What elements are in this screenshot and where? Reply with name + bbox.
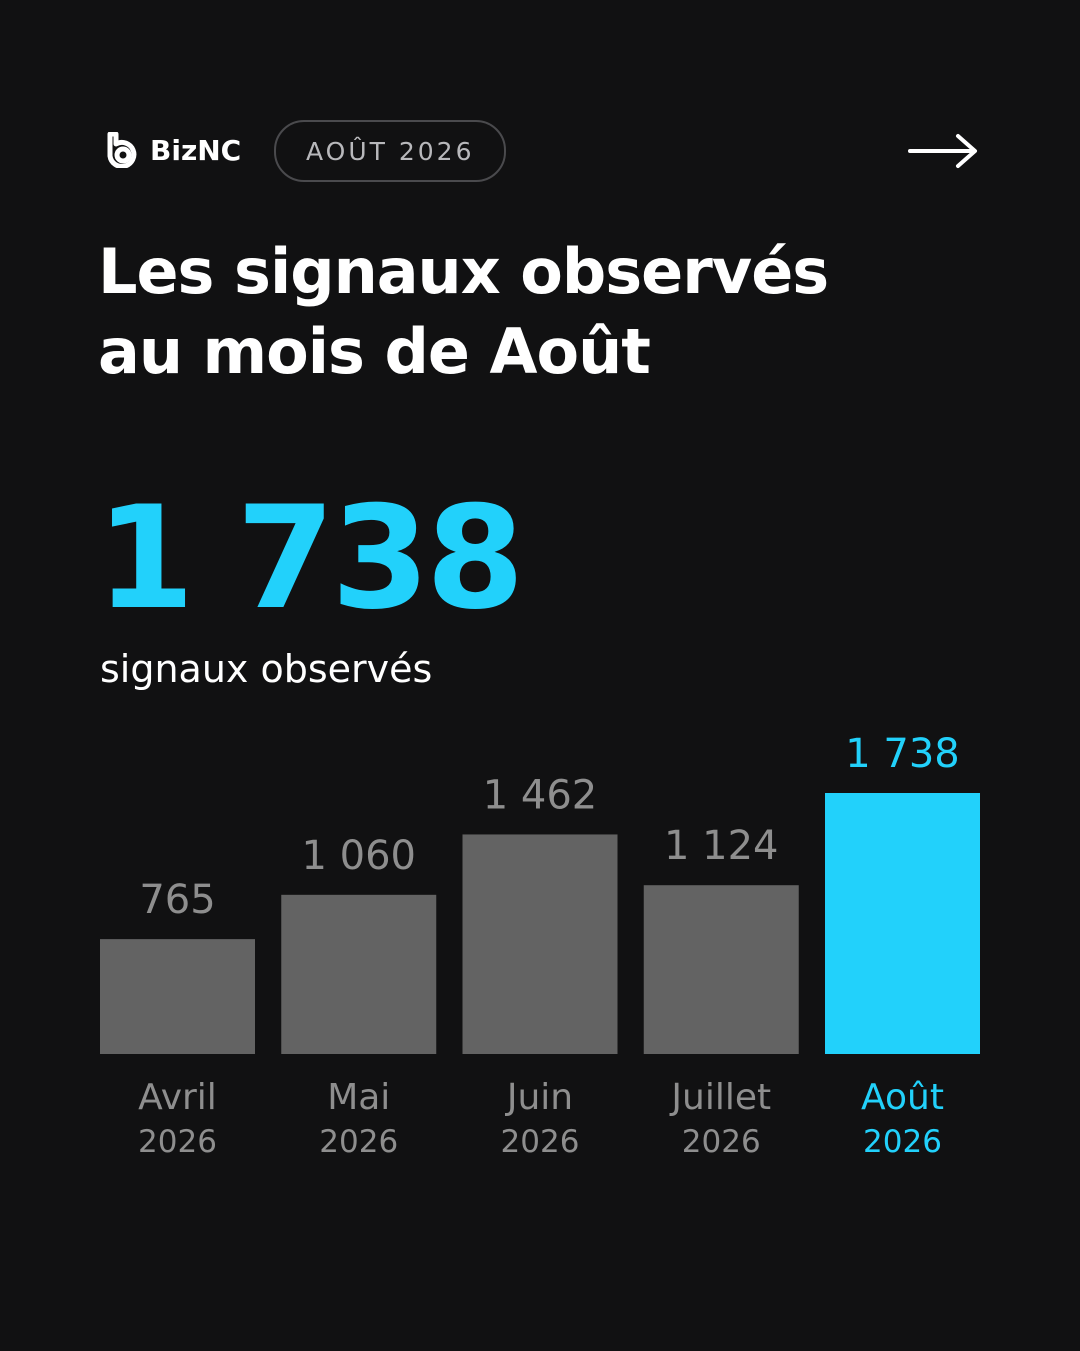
biznc-logo-icon [107, 132, 137, 168]
bar-value-label: 765 [139, 877, 215, 923]
x-tick-label: Juin [505, 1077, 573, 1118]
title-line-1: Les signaux observés [98, 235, 829, 308]
header: BizNC AOÛT 2026 [100, 120, 980, 182]
x-tick-sublabel: 2026 [682, 1124, 761, 1160]
brand-name: BizNC [150, 133, 242, 167]
bar-juillet [643, 885, 799, 1054]
bar-value-label: 1 462 [483, 772, 598, 818]
x-tick-sublabel: 2026 [138, 1124, 217, 1160]
x-tick-sublabel: 2026 [501, 1124, 580, 1160]
bar-août [825, 793, 980, 1054]
x-tick-label: Avril [138, 1077, 217, 1118]
x-tick-sublabel: 2026 [863, 1124, 942, 1160]
x-tick-sublabel: 2026 [319, 1124, 398, 1160]
bar-avril [100, 939, 255, 1054]
brand-logo[interactable]: BizNC [106, 132, 241, 168]
highlight-value: 1 738 [96, 476, 525, 641]
arrow-right-icon[interactable] [906, 132, 980, 170]
bar-juin [462, 834, 618, 1054]
x-tick-label: Juillet [669, 1077, 771, 1118]
date-badge: AOÛT 2026 [274, 120, 507, 182]
bar-value-label: 1 060 [301, 833, 416, 879]
x-tick-label: Mai [327, 1077, 390, 1118]
title-line-2: au mois de Août [98, 315, 651, 388]
bar-value-label: 1 738 [845, 731, 960, 777]
x-tick-label: Août [861, 1077, 944, 1118]
page-title: Les signaux observés au mois de Août [98, 232, 829, 392]
bar-mai [281, 894, 437, 1054]
bar-value-label: 1 124 [664, 823, 779, 869]
highlight-caption: signaux observés [100, 647, 433, 691]
